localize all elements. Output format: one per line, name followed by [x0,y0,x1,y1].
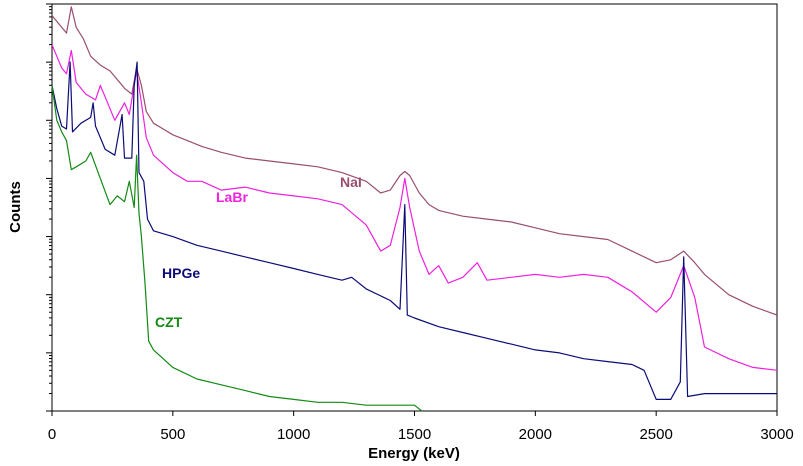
x-axis-ticks: 0 500 1000 1500 2000 2500 3000 [48,411,794,443]
x-tick-label: 2500 [639,426,672,443]
series-layer [51,6,778,412]
x-tick-label: 500 [160,426,185,443]
series-line-labr [51,44,778,371]
y-axis-title: Counts [7,181,24,233]
series-line-nai [51,6,778,316]
series-label-nai: NaI [340,174,362,190]
series-label-czt: CZT [155,314,183,330]
series-label-hpge: HPGe [162,265,200,281]
series-line-hpge [51,61,777,400]
plot-frame [51,3,778,412]
x-tick-label: 2000 [519,426,552,443]
series-label-labr: LaBr [216,189,248,205]
series-line-czt [51,85,423,412]
x-tick-label: 1500 [398,426,431,443]
y-axis-ticks [46,3,52,412]
series-labels: NaI LaBr HPGe CZT [155,174,362,330]
x-tick-label: 1000 [277,426,310,443]
x-tick-label: 0 [48,426,56,443]
x-tick-label: 3000 [760,426,793,443]
x-axis-title: Energy (keV) [368,445,460,462]
